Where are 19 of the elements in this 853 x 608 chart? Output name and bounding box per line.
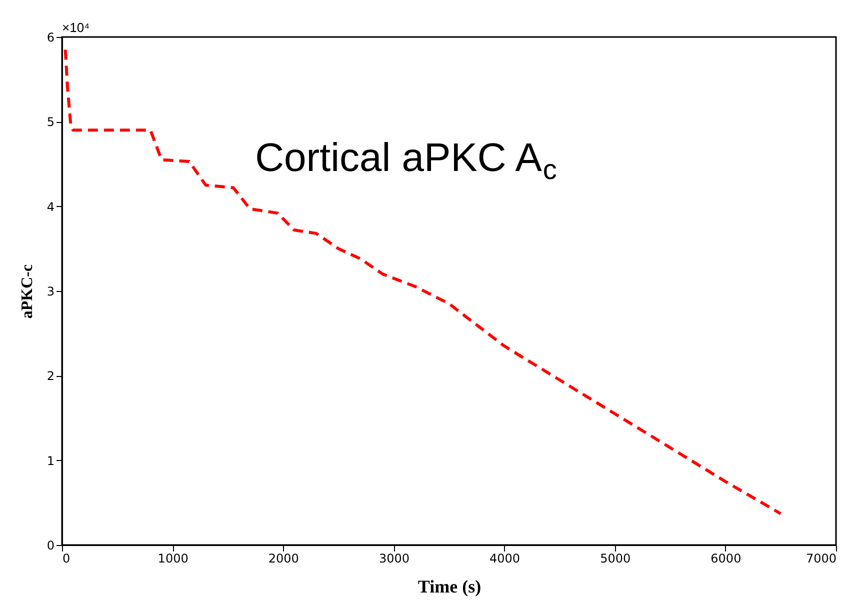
x-tick-label: 2000	[268, 552, 299, 566]
x-tick-label: 4000	[490, 552, 520, 566]
x-tick-label: 3000	[378, 552, 410, 566]
y-tick-label: 5	[46, 115, 54, 130]
x-tick-label: 0	[62, 552, 70, 566]
x-tick-label: 6000	[710, 552, 742, 566]
line-series	[64, 48, 782, 516]
y-axis-title: aPKC-c	[18, 264, 36, 319]
y-tick-label: 2	[46, 369, 54, 384]
y-tick-label: 6	[46, 30, 54, 44]
y-tick-label: 0	[46, 538, 54, 552]
x-tick-label: 5000	[600, 552, 631, 566]
x-tick-label: 7000	[806, 552, 836, 566]
x-axis-title: Time (s)	[418, 576, 482, 596]
y-tick-label: 4	[46, 200, 54, 214]
x-tick-label: 1000	[158, 552, 188, 566]
text: ×10⁴	[62, 20, 90, 35]
y-tick-label: 3	[46, 284, 54, 298]
y-tick-label: 1	[46, 454, 54, 468]
